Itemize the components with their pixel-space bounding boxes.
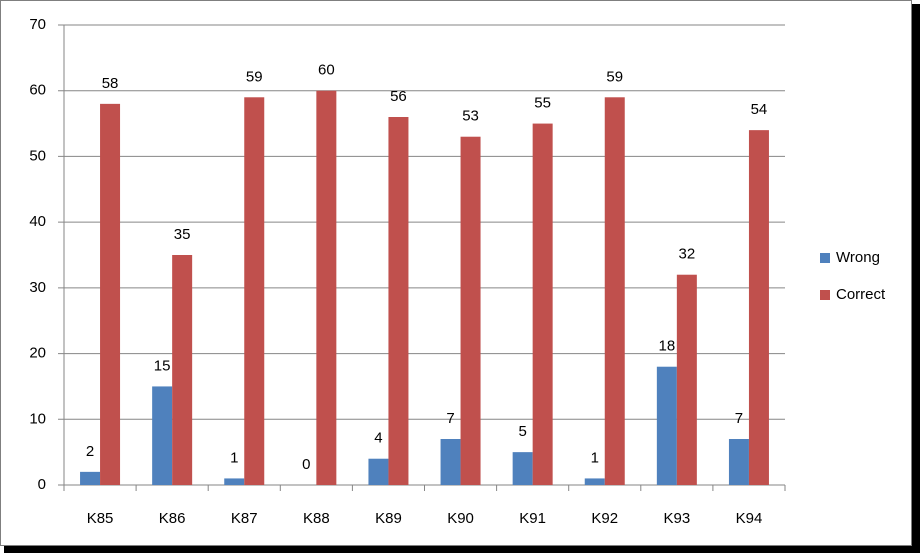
bar: [512, 452, 533, 485]
data-label: 4: [374, 430, 382, 447]
y-tick-label: 10: [29, 410, 46, 427]
chart-border: [0, 0, 912, 546]
bar: [172, 255, 193, 485]
y-tick-label: 30: [29, 279, 46, 296]
bar: [460, 136, 481, 485]
data-label: 56: [390, 88, 407, 105]
x-tick-label: K87: [231, 510, 258, 527]
data-label: 32: [679, 246, 696, 263]
data-label: 59: [246, 68, 263, 85]
data-label: 7: [446, 410, 454, 427]
data-label: 59: [606, 68, 623, 85]
data-label: 54: [751, 101, 768, 118]
data-label: 15: [154, 357, 171, 374]
data-label: 53: [462, 108, 479, 125]
data-label: 18: [659, 338, 676, 355]
bar: [728, 439, 749, 485]
legend-swatch: [820, 253, 830, 263]
y-tick-label: 50: [29, 147, 46, 164]
bar: [440, 439, 461, 485]
y-tick-label: 60: [29, 82, 46, 99]
bar: [100, 103, 121, 485]
data-label: 55: [534, 95, 551, 112]
bar: [532, 123, 553, 486]
x-tick-label: K85: [87, 510, 114, 527]
y-tick-label: 20: [29, 345, 46, 362]
data-label: 1: [230, 449, 238, 466]
data-label: 60: [318, 62, 335, 79]
bar: [656, 366, 677, 485]
x-tick-label: K93: [663, 510, 690, 527]
data-label: 58: [102, 75, 119, 92]
x-tick-label: K89: [375, 510, 402, 527]
border-shadow: [912, 4, 920, 553]
data-label: 2: [86, 443, 94, 460]
y-tick-label: 0: [38, 476, 46, 493]
bar: [80, 471, 101, 485]
border-shadow: [4, 546, 920, 553]
y-tick-label: 40: [29, 213, 46, 230]
y-tick-label: 70: [29, 16, 46, 33]
bar: [748, 130, 769, 485]
x-tick-label: K92: [591, 510, 618, 527]
bar: [316, 90, 337, 485]
data-label: 7: [735, 410, 743, 427]
bar: [244, 97, 265, 486]
data-label: 0: [302, 456, 310, 473]
x-tick-label: K90: [447, 510, 474, 527]
bar: [676, 274, 697, 485]
data-label: 1: [591, 449, 599, 466]
x-tick-label: K86: [159, 510, 186, 527]
bar: [388, 117, 409, 485]
bar: [584, 478, 605, 485]
x-tick-label: K91: [519, 510, 546, 527]
data-label: 35: [174, 226, 191, 243]
x-tick-label: K94: [736, 510, 763, 527]
x-tick-label: K88: [303, 510, 330, 527]
bar: [604, 97, 625, 486]
legend-label: Correct: [836, 286, 886, 303]
legend-label: Wrong: [836, 249, 880, 266]
data-label: 5: [518, 423, 526, 440]
bar: [224, 478, 245, 485]
legend-swatch: [820, 290, 830, 300]
bar: [152, 386, 173, 485]
bar: [368, 458, 389, 485]
